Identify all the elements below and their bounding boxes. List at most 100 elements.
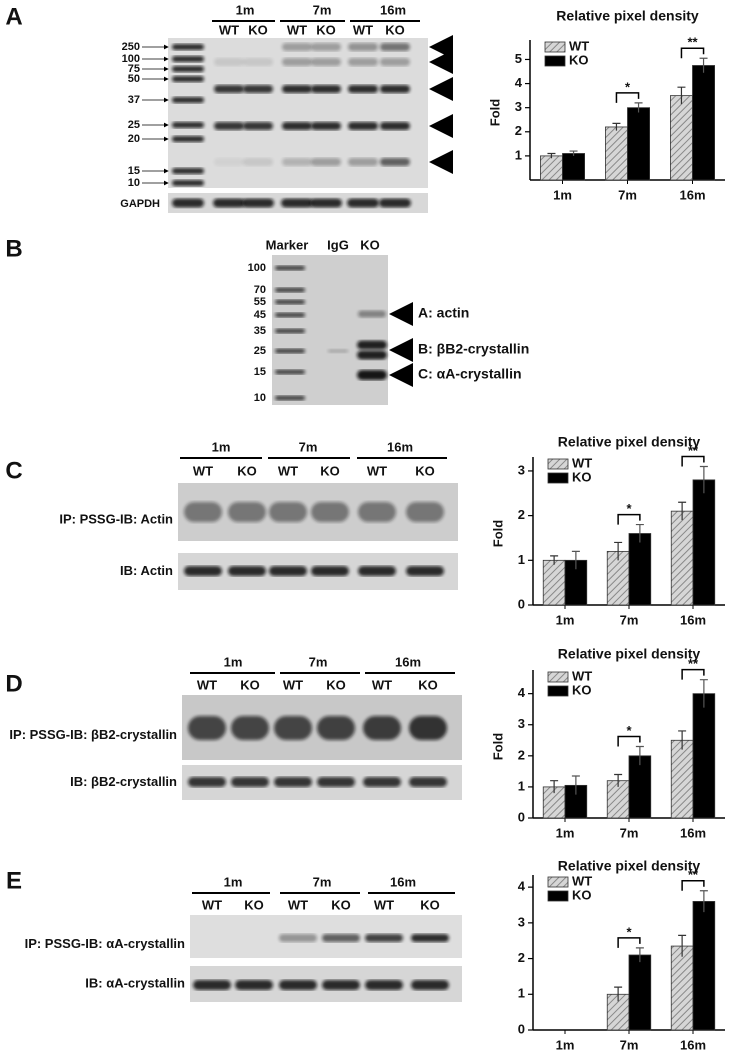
loading-label: GAPDH bbox=[120, 198, 160, 210]
blot-band bbox=[411, 934, 449, 942]
blot-band bbox=[282, 122, 312, 130]
error-bar bbox=[614, 986, 623, 1002]
blot-band bbox=[357, 350, 387, 360]
group-label: 7m bbox=[313, 874, 332, 889]
lane-label: WT bbox=[283, 677, 303, 692]
blot-band bbox=[358, 566, 396, 576]
blot-band bbox=[365, 934, 403, 942]
blot-band bbox=[275, 395, 305, 401]
group-label: 7m bbox=[309, 654, 328, 669]
bar bbox=[670, 945, 694, 1031]
legend-label: WT bbox=[572, 873, 592, 888]
y-tick-label: 4 bbox=[518, 685, 526, 700]
band-label: B: βB2-crystallin bbox=[418, 341, 529, 357]
blot-band bbox=[172, 76, 204, 82]
blot-band bbox=[406, 566, 444, 576]
bar bbox=[692, 693, 716, 819]
significance-label: * bbox=[626, 723, 632, 738]
marker-label: 25 bbox=[254, 345, 266, 357]
legend-label: WT bbox=[572, 668, 592, 683]
blot-band bbox=[172, 44, 204, 50]
blot-band bbox=[379, 198, 411, 208]
chart-title: Relative pixel density bbox=[558, 646, 701, 662]
x-tick-label: 1m bbox=[556, 825, 575, 840]
blot-band bbox=[357, 370, 387, 380]
error-bar bbox=[569, 150, 578, 156]
significance-label: ** bbox=[687, 35, 698, 50]
marker-label: 50 bbox=[128, 73, 140, 85]
chart-title: Relative pixel density bbox=[558, 434, 701, 450]
blot-band bbox=[193, 980, 231, 990]
blot-band bbox=[235, 980, 273, 990]
significance-bracket bbox=[617, 735, 641, 747]
blot-band bbox=[311, 85, 341, 93]
blot-band bbox=[228, 502, 266, 522]
marker-label: 75 bbox=[128, 63, 140, 75]
blot-band bbox=[311, 566, 349, 576]
error-bar bbox=[635, 523, 644, 543]
lane-label: IgG bbox=[327, 237, 349, 252]
x-tick-label: 1m bbox=[553, 187, 572, 202]
significance-bracket bbox=[615, 92, 640, 103]
group-label: 1m bbox=[224, 654, 243, 669]
significance-bracket bbox=[617, 513, 641, 525]
bar bbox=[670, 739, 694, 819]
blot-band bbox=[317, 777, 355, 787]
bar bbox=[692, 901, 716, 1031]
y-tick-label: 1 bbox=[518, 986, 525, 1001]
x-tick-label: 1m bbox=[556, 612, 575, 627]
significance-label: ** bbox=[688, 443, 699, 458]
lane-label: WT bbox=[193, 463, 213, 478]
blot-band bbox=[214, 122, 244, 130]
blot-band bbox=[172, 66, 204, 72]
significance-label: ** bbox=[688, 867, 699, 882]
x-tick-label: 16m bbox=[680, 825, 706, 840]
y-tick-label: 2 bbox=[515, 123, 522, 138]
error-bar bbox=[678, 730, 687, 750]
blot-band bbox=[243, 158, 273, 166]
blot-band bbox=[275, 312, 305, 318]
blot-band bbox=[282, 58, 312, 66]
blot-band bbox=[243, 85, 273, 93]
blot-band bbox=[380, 43, 410, 51]
marker-label: 100 bbox=[122, 53, 140, 65]
blot-band bbox=[311, 502, 349, 522]
marker-label: 100 bbox=[248, 262, 266, 274]
error-bar bbox=[614, 773, 623, 787]
group-label: 1m bbox=[236, 2, 255, 17]
row-label: IP: PSSG-IB: βB2-crystallin bbox=[9, 727, 177, 742]
blot-band bbox=[311, 122, 341, 130]
chart-title: Relative pixel density bbox=[556, 8, 699, 24]
marker-label: 37 bbox=[128, 94, 140, 106]
y-tick-label: 0 bbox=[518, 596, 525, 611]
x-tick-label: 7m bbox=[620, 612, 639, 627]
error-bar bbox=[612, 122, 621, 131]
lane-label: WT bbox=[353, 22, 373, 37]
x-tick-label: 1m bbox=[556, 1037, 575, 1052]
y-axis-label: Fold bbox=[490, 520, 505, 547]
lane-label: KO bbox=[418, 677, 438, 692]
x-tick-label: 7m bbox=[620, 825, 639, 840]
lane-label: WT bbox=[197, 677, 217, 692]
panel-letter: D bbox=[5, 670, 22, 697]
lane-label: KO bbox=[244, 897, 264, 912]
x-tick-label: 16m bbox=[680, 1037, 706, 1052]
y-tick-label: 2 bbox=[518, 950, 525, 965]
blot-band bbox=[188, 716, 226, 740]
row-label: IB: Actin bbox=[120, 563, 173, 578]
blot-band bbox=[172, 198, 204, 208]
significance-bracket bbox=[681, 455, 705, 467]
row-label: IB: αA-crystallin bbox=[85, 975, 185, 990]
blot-band bbox=[172, 168, 204, 174]
error-bar bbox=[634, 102, 643, 113]
panel-letter: E bbox=[6, 867, 22, 894]
legend-swatch bbox=[547, 890, 569, 902]
lane-label: KO bbox=[320, 463, 340, 478]
row-label: IB: βB2-crystallin bbox=[70, 774, 177, 789]
blot-band bbox=[274, 777, 312, 787]
blot-band bbox=[172, 136, 204, 142]
group-label: 1m bbox=[212, 439, 231, 454]
significance-label: * bbox=[626, 501, 632, 516]
bar bbox=[670, 95, 693, 181]
y-tick-label: 1 bbox=[515, 147, 522, 162]
